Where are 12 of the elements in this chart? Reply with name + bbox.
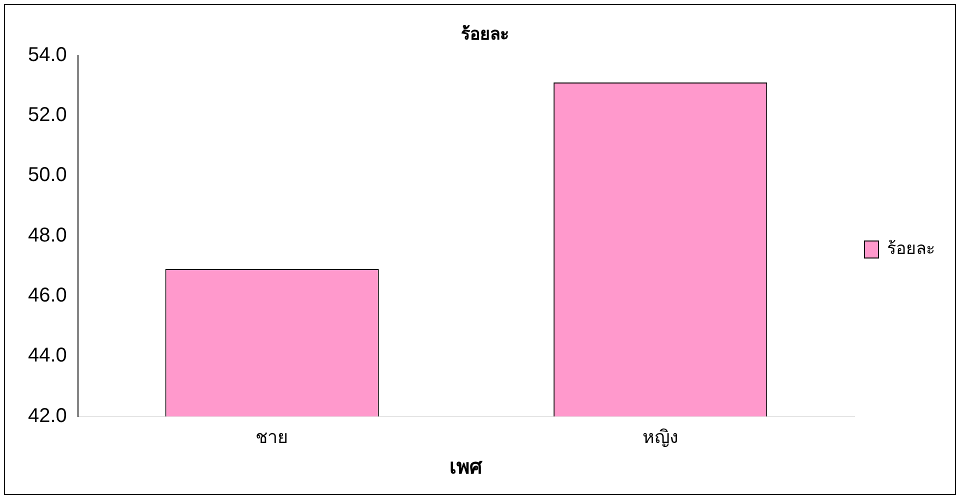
y-tick-label: 50.0	[28, 164, 67, 186]
y-tick-label: 48.0	[28, 224, 67, 246]
legend-label: ร้อยละ	[887, 239, 935, 258]
y-tick-label: 42.0	[28, 404, 67, 427]
y-tick-label: 52.0	[28, 104, 67, 126]
chart-title: ร้อยละ	[461, 24, 509, 45]
x-tick-label: หญิง	[642, 427, 678, 448]
x-axis-title: เพศ	[450, 456, 484, 479]
x-tick-label: ชาย	[256, 427, 289, 448]
y-tick-label: 44.0	[28, 344, 67, 367]
y-tick-label: 46.0	[28, 284, 67, 307]
y-tick-label: 54.0	[28, 44, 67, 66]
